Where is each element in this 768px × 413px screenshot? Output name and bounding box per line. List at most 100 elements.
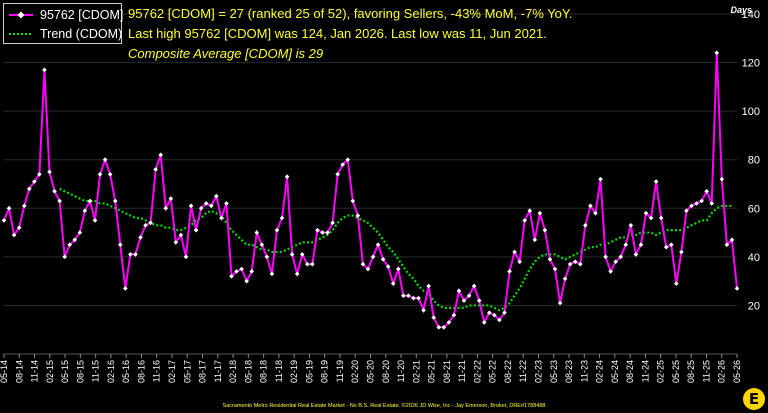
legend-trend-label: Trend (CDOM) (40, 27, 123, 41)
data-point (507, 269, 512, 274)
x-tick-label: 02-23 (533, 360, 543, 383)
data-point (107, 171, 113, 177)
x-tick-label: 11-22 (518, 360, 528, 382)
x-tick-label: 02-21 (411, 360, 421, 383)
data-point (274, 227, 280, 233)
data-point (370, 254, 376, 260)
data-point (375, 242, 381, 248)
x-tick-label: 11-20 (396, 360, 406, 382)
data-point (249, 269, 255, 274)
data-point (62, 254, 67, 260)
y-tick-label: 140 (742, 9, 760, 21)
data-point (668, 242, 674, 248)
data-point (674, 281, 679, 286)
footer-credit: Sacramento Metro Residential Real Estate… (222, 403, 546, 409)
data-point (471, 283, 477, 289)
x-tick-label: 11-23 (579, 360, 589, 382)
data-point (32, 179, 37, 184)
data-point (406, 293, 411, 299)
data-point (567, 261, 573, 267)
x-tick-label: 05-23 (549, 360, 559, 383)
data-point (643, 210, 649, 216)
x-tick-label: 11-17 (213, 360, 223, 382)
data-point (133, 252, 138, 257)
cdom-series (1, 50, 740, 330)
data-point (188, 203, 194, 209)
data-point (537, 210, 543, 216)
data-point (117, 242, 123, 248)
x-tick-label: 11-24 (640, 360, 650, 382)
data-point (714, 50, 720, 56)
data-point (21, 203, 27, 209)
legend: 95762 [CDOM] Trend (CDOM) (3, 3, 123, 44)
data-point (699, 198, 704, 204)
data-point (497, 317, 502, 323)
data-point (82, 208, 88, 214)
data-point (729, 237, 735, 243)
data-point (426, 283, 431, 289)
data-point (299, 252, 305, 257)
trend-line (59, 187, 732, 312)
data-point (208, 203, 214, 209)
headline-composite: Composite Average [CDOM] is 29 (128, 46, 324, 61)
x-tick-label: 02-18 (228, 360, 238, 383)
data-point (289, 252, 295, 257)
x-tick-label: 08-15 (75, 360, 85, 383)
legend-item-series: 95762 [CDOM] (8, 6, 123, 24)
y-axis-unit-label: Days (730, 5, 752, 15)
x-tick-label: 05-22 (488, 360, 498, 383)
gridlines (4, 13, 737, 355)
data-point (411, 295, 416, 301)
data-point (153, 167, 158, 172)
series-line (3, 52, 738, 329)
x-tick-label: 05-26 (732, 360, 742, 383)
data-point (628, 222, 634, 228)
data-point (310, 261, 315, 267)
data-point (719, 176, 725, 182)
data-point (173, 239, 179, 245)
x-tick-label: 02-26 (717, 360, 727, 383)
data-point (87, 198, 93, 204)
data-point (380, 256, 386, 262)
x-tick-label: 02-22 (472, 360, 482, 383)
data-point (492, 312, 497, 318)
legend-series-label: 95762 [CDOM] (40, 8, 124, 22)
data-point (168, 196, 174, 201)
data-point (47, 169, 52, 175)
x-tick-label: 05-20 (366, 360, 376, 383)
data-point (6, 205, 12, 211)
data-point (224, 201, 229, 206)
x-axis-ticks: 05-14 08-14 11-14 02-15 05-15 08-15 11-15 02-16… (0, 354, 742, 383)
data-point (193, 227, 199, 233)
x-tick-label: 05-19 (304, 360, 314, 383)
data-point (335, 171, 340, 177)
data-point (694, 201, 699, 206)
x-tick-label: 05-14 (0, 360, 9, 383)
data-point (441, 324, 447, 330)
data-point (269, 271, 275, 277)
x-tick-label: 05-15 (60, 360, 70, 383)
data-point (598, 176, 603, 182)
data-point (663, 244, 669, 250)
x-tick-label: 05-16 (121, 360, 131, 383)
data-point (264, 254, 270, 260)
x-tick-label: 02-17 (167, 360, 177, 383)
data-point (229, 273, 234, 279)
data-point (618, 254, 624, 260)
data-point (401, 293, 406, 299)
data-point (11, 232, 17, 238)
headline-high-low: Last high 95762 [CDOM] was 124, Jan 2026… (128, 26, 547, 41)
data-point (648, 215, 654, 221)
data-point (294, 271, 300, 277)
data-point (502, 310, 507, 316)
data-point (512, 249, 517, 255)
data-point (476, 298, 482, 303)
data-point (67, 242, 73, 248)
data-point (734, 286, 740, 291)
data-point (365, 266, 371, 272)
data-point (466, 293, 472, 299)
data-point (325, 230, 330, 235)
data-point (689, 203, 694, 209)
data-point (26, 186, 32, 192)
data-point (239, 266, 244, 272)
